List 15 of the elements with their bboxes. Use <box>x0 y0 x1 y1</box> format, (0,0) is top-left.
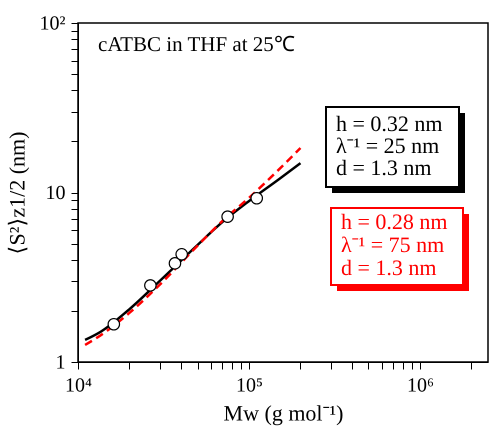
annotation: h = 0.32 nm <box>336 111 443 136</box>
y-axis-title: ⟨S²⟩z1/2 (nm) <box>4 132 30 254</box>
annotation: λ⁻¹ = 75 nm <box>341 232 444 257</box>
annotation: cATBC in THF at 25℃ <box>98 32 295 56</box>
x-axis-title: Mw (g mol⁻¹) <box>224 400 344 426</box>
x-tick-label: 10⁵ <box>236 374 263 396</box>
x-tick-label: 10⁴ <box>65 374 92 396</box>
annotation: d = 1.3 nm <box>336 155 432 180</box>
y-tick-label: 10² <box>40 12 66 34</box>
annotation: h = 0.28 nm <box>341 209 448 234</box>
annotation: λ⁻¹ = 25 nm <box>336 133 440 158</box>
x-tick-label: 10⁶ <box>406 374 434 396</box>
y-tick-label: 1 <box>56 352 66 374</box>
y-tick-label: 10 <box>46 182 66 204</box>
annotation: d = 1.3 nm <box>341 255 437 280</box>
